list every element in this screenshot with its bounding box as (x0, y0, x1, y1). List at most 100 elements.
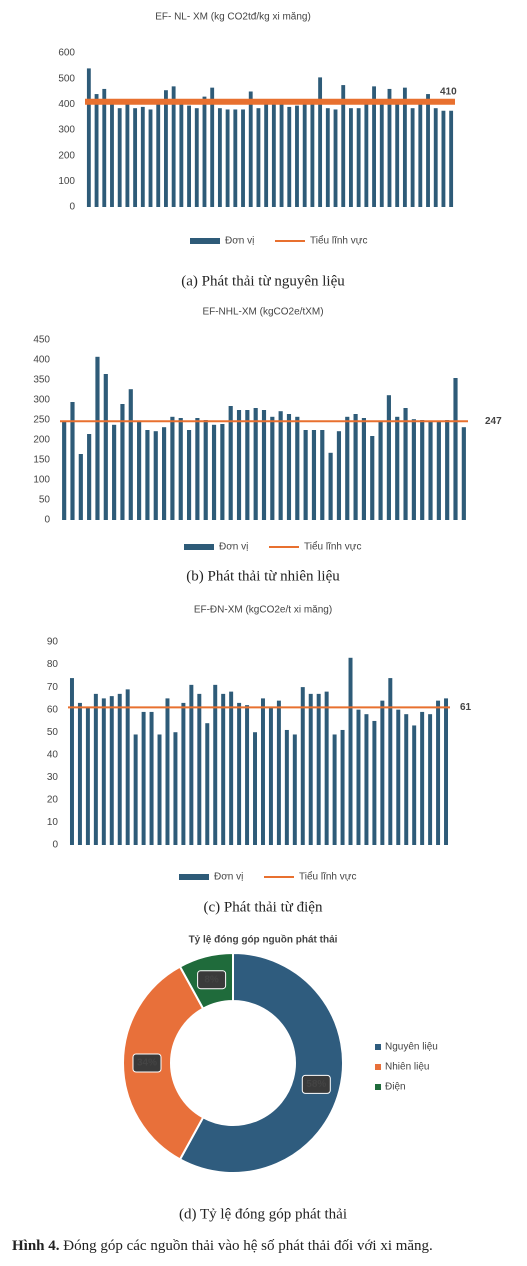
figure-text: Đóng góp các nguồn thải vào hệ số phát t… (63, 1238, 433, 1254)
figure-label: Hình 4. (12, 1238, 60, 1254)
bar (428, 420, 433, 520)
y-tick-label: 100 (33, 475, 50, 486)
legend-swatch (184, 544, 214, 550)
bar (426, 94, 430, 207)
bar (229, 691, 234, 845)
bar (316, 693, 321, 845)
label-box (197, 970, 227, 990)
bar (211, 424, 217, 520)
bar (449, 110, 454, 207)
bar (295, 105, 299, 207)
bar (197, 693, 202, 845)
y-tick-label: 30 (47, 772, 59, 783)
bar (386, 395, 391, 520)
legend-swatch (375, 1084, 381, 1090)
bar (157, 734, 162, 845)
bar (133, 108, 138, 207)
bar (148, 109, 153, 207)
y-tick-label: 250 (33, 415, 50, 426)
y-tick-label: 40 (47, 749, 59, 760)
bar (387, 88, 392, 207)
legend-label: Đơn vị (219, 542, 248, 553)
bar (70, 402, 75, 520)
bar (436, 420, 441, 520)
bar (95, 356, 100, 520)
value-label: 8% (204, 974, 219, 985)
bar (356, 108, 361, 207)
bar (353, 414, 358, 520)
bar (276, 700, 281, 845)
bar (420, 711, 425, 845)
bar (153, 431, 158, 520)
bar (137, 422, 142, 520)
y-tick-label: 100 (58, 176, 75, 187)
figure-caption: Hình 4. Đóng góp các nguồn thải vào hệ s… (12, 1238, 433, 1254)
bar (345, 416, 350, 520)
bar (271, 99, 276, 207)
y-tick-label: 300 (58, 125, 75, 136)
bar (303, 430, 308, 520)
bar (380, 700, 385, 845)
bar (300, 687, 305, 845)
bar (278, 411, 283, 520)
bar (181, 702, 186, 845)
bar (101, 698, 106, 845)
bar (461, 427, 466, 520)
bar (433, 108, 438, 207)
y-tick-label: 70 (47, 682, 59, 693)
bar (364, 714, 369, 845)
bar (156, 104, 161, 207)
bar (411, 419, 416, 520)
y-tick-label: 10 (47, 817, 59, 828)
caption: (d) Tỷ lệ đóng góp phát thải (179, 1206, 347, 1222)
bar (264, 101, 269, 207)
bar (295, 416, 300, 520)
bar (428, 714, 433, 845)
bar (311, 430, 317, 520)
bar (117, 108, 122, 207)
caption: (c) Phát thải từ điện (204, 899, 323, 915)
bar (340, 729, 345, 845)
bar (165, 698, 170, 845)
legend-label: Đơn vị (214, 872, 243, 883)
bar (133, 734, 138, 845)
chart-title: Tỷ lệ đóng góp nguồn phát thải (189, 934, 338, 946)
bar (436, 700, 441, 845)
donut-slice (178, 951, 344, 1174)
bar (260, 698, 265, 845)
bar (87, 434, 92, 520)
bar (217, 108, 222, 207)
bar (287, 106, 292, 207)
bar (103, 374, 108, 520)
bar (320, 430, 325, 520)
bar (245, 410, 250, 520)
bar (62, 422, 67, 520)
y-tick-label: 90 (47, 637, 59, 648)
bar (325, 108, 330, 207)
bar (256, 108, 261, 207)
bar (310, 104, 315, 207)
bar (236, 410, 242, 520)
bar (69, 678, 74, 845)
bar (220, 424, 225, 520)
y-tick-label: 60 (47, 704, 59, 715)
chart-title: EF- NL- XM (kg CO2tđ/kg xi măng) (155, 12, 311, 23)
bar (370, 436, 375, 520)
y-tick-label: 20 (47, 795, 59, 806)
bar (378, 420, 383, 520)
bar (171, 86, 176, 207)
bar (308, 693, 313, 845)
legend-label: Điện (385, 1082, 406, 1093)
bar (418, 99, 423, 207)
bar (445, 420, 450, 520)
legend-swatch (375, 1044, 381, 1050)
y-tick-label: 200 (33, 435, 50, 446)
bar (364, 101, 369, 207)
bar (186, 430, 192, 520)
bar (210, 87, 215, 207)
legend-label: Tiểu lĩnh vực (299, 871, 356, 883)
y-tick-label: 50 (47, 727, 59, 738)
bar (372, 86, 376, 207)
bar (173, 732, 178, 845)
bar (286, 414, 292, 520)
